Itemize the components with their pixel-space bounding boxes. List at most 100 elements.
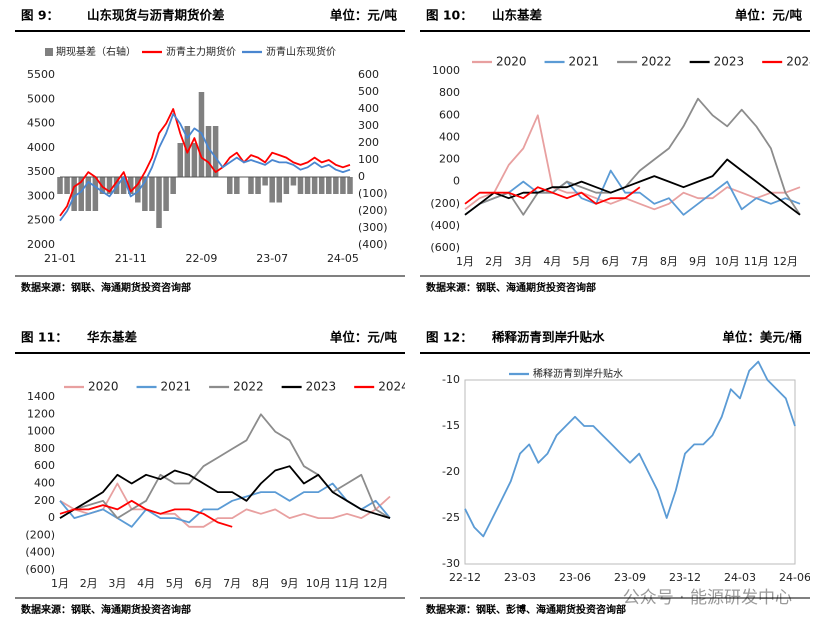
y-tick-label: -15 xyxy=(442,419,460,432)
plot-frame xyxy=(464,379,796,565)
bar xyxy=(269,177,275,203)
y-tick-label: 800 xyxy=(34,442,55,455)
x-tick-label: 1月 xyxy=(456,255,474,268)
y-tick-label: 400 xyxy=(439,130,460,143)
y-tick-label: 5500 xyxy=(27,68,55,81)
x-tick-label: 10月 xyxy=(715,255,740,268)
figure-label: 图 11： xyxy=(21,330,68,345)
source-note: 数据来源：钢联、彭博、海通期货投资咨询部 xyxy=(426,603,626,616)
bar xyxy=(177,143,184,177)
y-tick-label: -20 xyxy=(442,465,460,478)
y-tick-label: 600 xyxy=(34,459,55,472)
legend-label: 2023 xyxy=(714,55,745,69)
x-tick-label: 7月 xyxy=(223,577,241,590)
y-tick-label: 600 xyxy=(358,68,379,81)
y-tick-label: (300) xyxy=(358,221,388,234)
y-tick-label: 0 xyxy=(358,170,365,183)
bar xyxy=(283,177,290,194)
y-tick-label: (600) xyxy=(430,241,460,254)
y-tick-label: (400) xyxy=(358,238,388,251)
y-tick-label: (100) xyxy=(358,187,388,200)
bar xyxy=(318,177,325,194)
bar xyxy=(248,177,254,194)
y-tick-label: -25 xyxy=(442,511,460,524)
y-tick-label: 300 xyxy=(358,119,379,132)
y-tick-label: 100 xyxy=(358,153,379,166)
legend-swatch xyxy=(45,48,53,56)
bar xyxy=(149,177,155,211)
y-tick-label: 400 xyxy=(358,102,379,115)
bar xyxy=(163,177,169,211)
bar xyxy=(135,177,141,203)
figure-label: 图 10： xyxy=(426,8,473,23)
x-tick-label: 12月 xyxy=(773,255,798,268)
bar xyxy=(170,177,176,194)
legend-label: 沥青主力期货价 xyxy=(166,45,236,58)
series-line xyxy=(59,465,391,519)
source-note: 数据来源：钢联、海通期货投资咨询部 xyxy=(21,281,191,294)
legend-label: 2021 xyxy=(161,380,192,394)
series-line xyxy=(59,413,391,519)
y-tick-label: 800 xyxy=(439,86,460,99)
unit-label: 单位：元/吨 xyxy=(735,8,803,23)
x-tick-label: 8月 xyxy=(660,255,678,268)
bar xyxy=(234,177,240,194)
chart-title: 山东现货与沥青期货价差 xyxy=(87,8,225,23)
bar xyxy=(120,177,127,194)
y-tick-label: (400) xyxy=(430,219,460,232)
y-tick-label: 2000 xyxy=(27,238,55,251)
x-tick-label: 4月 xyxy=(137,577,155,590)
x-tick-label: 11月 xyxy=(744,255,769,268)
x-tick-label: 9月 xyxy=(281,577,299,590)
series-line xyxy=(59,482,391,528)
bar xyxy=(255,177,261,194)
series-line xyxy=(464,114,801,211)
bar xyxy=(205,126,212,177)
bar xyxy=(191,143,198,177)
x-tick-label: 6月 xyxy=(602,255,620,268)
legend-label: 2022 xyxy=(641,55,672,69)
bar xyxy=(71,177,77,211)
figure-label: 图 9： xyxy=(21,8,59,23)
y-tick-label: 1400 xyxy=(27,390,55,403)
y-tick-label: 500 xyxy=(358,85,379,98)
x-tick-label: 2月 xyxy=(485,255,503,268)
x-tick-label: 6月 xyxy=(194,577,212,590)
y-tick-label: 1200 xyxy=(27,407,55,420)
y-tick-label: 0 xyxy=(48,511,55,524)
series-line xyxy=(59,113,351,222)
bar xyxy=(297,177,304,194)
y-tick-label: (600) xyxy=(25,563,55,576)
x-tick-label: 3月 xyxy=(108,577,126,590)
source-note: 数据来源：钢联、海通期货投资咨询部 xyxy=(21,603,191,616)
chart-title: 华东基差 xyxy=(87,330,137,345)
x-tick-label: 23-06 xyxy=(559,571,591,584)
x-tick-label: 12月 xyxy=(363,577,388,590)
bar xyxy=(212,126,219,177)
x-tick-label: 4月 xyxy=(543,255,561,268)
bar xyxy=(142,177,148,211)
y-tick-label: -10 xyxy=(442,373,460,386)
legend-label: 2021 xyxy=(569,55,600,69)
y-tick-label: 4500 xyxy=(27,117,55,130)
chart-title: 稀释沥青到岸升贴水 xyxy=(492,330,605,345)
y-tick-label: (200) xyxy=(358,204,388,217)
y-tick-label: 2500 xyxy=(27,214,55,227)
bar xyxy=(304,177,311,194)
series-line xyxy=(464,158,801,216)
y-tick-label: 0 xyxy=(453,175,460,188)
bar xyxy=(340,177,346,194)
y-tick-label: 3500 xyxy=(27,165,55,178)
y-tick-label: 3000 xyxy=(27,189,55,202)
series-line xyxy=(59,482,391,528)
y-tick-label: -30 xyxy=(442,557,460,570)
bar xyxy=(311,177,318,194)
legend-label: 沥青山东现货价 xyxy=(266,45,336,58)
x-tick-label: 24-03 xyxy=(724,571,756,584)
legend-label: 2024 xyxy=(378,380,405,394)
series-line xyxy=(464,186,641,205)
bar xyxy=(156,177,162,228)
